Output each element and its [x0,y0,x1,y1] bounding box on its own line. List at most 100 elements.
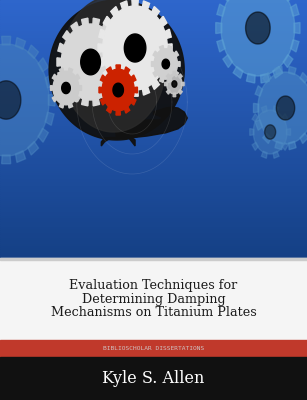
Polygon shape [246,12,270,44]
Polygon shape [162,59,169,69]
Polygon shape [53,71,79,105]
Polygon shape [2,155,11,164]
Bar [0,170,307,172]
Bar [0,15,307,17]
Bar [0,54,307,56]
Bar [0,133,307,136]
Polygon shape [168,77,172,82]
Bar [0,36,307,39]
Bar [0,112,307,114]
Polygon shape [173,93,176,97]
Bar [0,200,307,202]
Bar [0,101,307,103]
Polygon shape [60,68,64,74]
Polygon shape [111,31,119,41]
Bar [0,114,307,116]
Bar [0,88,307,90]
Polygon shape [290,40,299,52]
Polygon shape [153,71,158,77]
Polygon shape [179,74,182,78]
Bar [0,82,307,84]
Polygon shape [68,102,72,108]
Bar [0,92,307,95]
Bar [0,56,307,58]
Text: Kyle S. Allen: Kyle S. Allen [102,370,205,387]
Polygon shape [124,106,130,113]
Polygon shape [258,72,307,144]
Polygon shape [38,128,49,142]
Polygon shape [282,142,288,150]
Polygon shape [273,151,279,158]
Polygon shape [100,98,106,105]
Polygon shape [58,71,65,81]
Polygon shape [166,74,170,78]
Bar [0,250,307,252]
Polygon shape [62,82,70,94]
Polygon shape [294,22,300,34]
Bar [0,75,307,77]
Bar [0,67,307,69]
Polygon shape [275,66,282,75]
Polygon shape [276,96,295,120]
Text: Evaluation Techniques for: Evaluation Techniques for [69,279,238,292]
Polygon shape [261,151,267,158]
Bar [0,340,307,357]
Bar [0,60,307,62]
Polygon shape [111,83,119,93]
Bar [0,219,307,222]
Bar [0,129,307,131]
Polygon shape [300,133,307,144]
Polygon shape [61,24,120,100]
Bar [0,178,307,181]
Bar [0,208,307,211]
Bar [0,125,307,127]
Polygon shape [273,66,283,78]
Polygon shape [0,81,21,119]
Bar [0,41,307,43]
Polygon shape [130,98,136,105]
Bar [0,97,307,99]
Polygon shape [177,62,180,66]
Polygon shape [121,86,128,95]
Polygon shape [60,102,64,108]
Bar [0,187,307,189]
Polygon shape [221,0,295,76]
Polygon shape [107,67,112,74]
Polygon shape [172,81,177,87]
Polygon shape [103,22,110,32]
Polygon shape [63,31,71,41]
Bar [0,0,307,2]
Polygon shape [132,89,138,96]
Polygon shape [263,133,271,144]
Polygon shape [263,72,271,83]
Polygon shape [167,44,172,52]
Polygon shape [103,16,111,27]
Bar [0,213,307,215]
Bar [0,30,307,32]
Text: Determining Damping: Determining Damping [82,292,225,306]
Polygon shape [250,128,254,136]
Bar [0,189,307,191]
Polygon shape [283,54,293,68]
Polygon shape [107,106,112,113]
Polygon shape [50,86,54,90]
Polygon shape [261,74,269,83]
Bar [0,32,307,34]
Polygon shape [2,36,11,45]
Bar [0,241,307,243]
Polygon shape [121,1,128,10]
Polygon shape [98,44,103,52]
Bar [0,232,307,234]
Bar [0,136,307,138]
Polygon shape [116,71,123,81]
Bar [0,222,307,224]
Bar [0,39,307,41]
Bar [0,258,307,260]
Bar [0,146,307,148]
Polygon shape [103,69,111,80]
Polygon shape [223,54,233,68]
Polygon shape [164,57,171,67]
Bar [0,86,307,88]
Polygon shape [124,34,146,62]
Bar [0,47,307,50]
